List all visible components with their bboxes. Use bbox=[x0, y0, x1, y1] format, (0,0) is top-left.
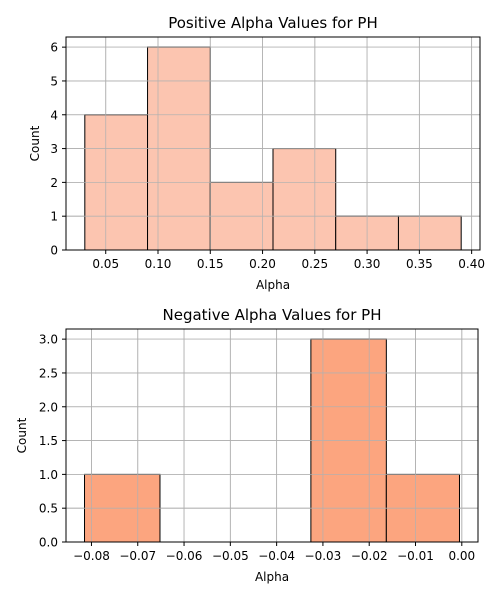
axes-frame bbox=[65, 328, 479, 543]
y-tick-label: 3 bbox=[50, 142, 58, 156]
x-tick-label: 0.15 bbox=[197, 257, 224, 271]
y-tick-label: 2.5 bbox=[39, 366, 58, 380]
y-tick-label: 2.0 bbox=[39, 400, 58, 414]
y-tick-label: 6 bbox=[50, 41, 58, 55]
x-tick-label: 0.40 bbox=[458, 257, 485, 271]
histogram-bar bbox=[272, 148, 337, 251]
x-tick-label: −0.01 bbox=[397, 549, 434, 563]
x-tick-label: 0.25 bbox=[301, 257, 328, 271]
y-tick-label: 4 bbox=[50, 108, 58, 122]
y-tick-label: 0 bbox=[50, 244, 58, 258]
chart-title: Negative Alpha Values for PH bbox=[163, 306, 382, 324]
x-tick-label: 0.35 bbox=[406, 257, 433, 271]
x-axis-label: Alpha bbox=[256, 278, 290, 292]
chart-panel-1: 0.05 0.10 0.15 0.20 0.25 0.30 0.35 0.40 0 1 2 3 4 5 6 P… bbox=[28, 14, 485, 292]
x-tick-label: −0.08 bbox=[73, 549, 110, 563]
x-tick-label: 0.20 bbox=[249, 257, 276, 271]
y-axis-label: Count bbox=[15, 417, 29, 453]
x-axis-label: Alpha bbox=[255, 570, 289, 584]
x-tick-label: −0.06 bbox=[166, 549, 203, 563]
y-tick-label: 1.5 bbox=[39, 434, 58, 448]
chart-title: Positive Alpha Values for PH bbox=[168, 14, 378, 32]
x-tick-label: −0.02 bbox=[351, 549, 388, 563]
x-tick-label: −0.05 bbox=[212, 549, 249, 563]
y-tick-label: 0.5 bbox=[39, 502, 58, 516]
x-tick-label: −0.07 bbox=[119, 549, 156, 563]
x-tick-label: 0.10 bbox=[145, 257, 172, 271]
y-axis-label: Count bbox=[28, 125, 42, 161]
y-tick-label: 1.0 bbox=[39, 468, 58, 482]
y-tick-label: 5 bbox=[50, 74, 58, 88]
y-tick-label: 0.0 bbox=[39, 536, 58, 550]
x-tick-label: 0.00 bbox=[448, 549, 475, 563]
x-tick-label: −0.04 bbox=[258, 549, 295, 563]
x-tick-label: 0.30 bbox=[354, 257, 381, 271]
chart-panel-2: −0.08 −0.07 −0.06 −0.05 −0.04 −0.03 −0.02 −0.01… bbox=[15, 306, 479, 584]
y-tick-label: 3.0 bbox=[39, 333, 58, 347]
y-tick-label: 2 bbox=[50, 176, 58, 190]
x-tick-label: 0.05 bbox=[92, 257, 119, 271]
x-tick-label: −0.03 bbox=[305, 549, 342, 563]
axes-frame bbox=[65, 36, 481, 251]
histogram-bar bbox=[397, 215, 462, 251]
y-tick-label: 1 bbox=[50, 210, 58, 224]
